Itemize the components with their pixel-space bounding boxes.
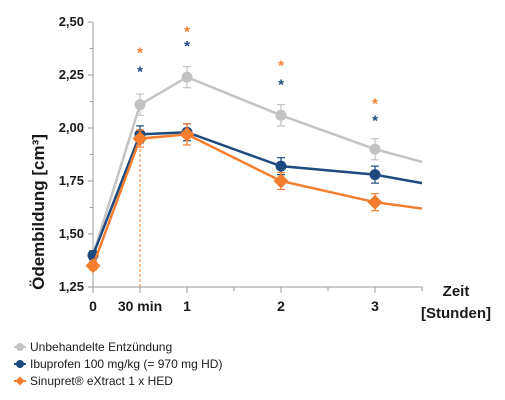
axes: 1,25 1,50 1,75 2,00 2,25 2,50 0 30 min 1 2 3 (59, 14, 423, 314)
legend: Unbehandelte Entzündung Ibuprofen 100 mg… (14, 338, 222, 389)
x-tick-label: 3 (371, 298, 379, 314)
x-tick-label: 2 (277, 298, 285, 314)
data-point (134, 99, 146, 111)
x-tick-label: 0 (89, 298, 97, 314)
y-axis-label: Ödembildung [cm³] (29, 134, 48, 290)
y-tick-label: 2,25 (59, 67, 84, 82)
legend-label: Unbehandelte Entzündung (30, 339, 173, 354)
series-layer (85, 65, 423, 274)
series-line (91, 133, 423, 267)
data-point (369, 169, 381, 181)
legend-marker-icon (14, 359, 26, 369)
significance-star: * (184, 38, 190, 55)
data-point (132, 131, 148, 147)
legend-item: Sinupret® eXtract 1 x HED (14, 372, 222, 389)
significance-star: * (137, 64, 143, 81)
y-tick-label: 2,00 (59, 120, 84, 135)
x-axis-label: Zeit (443, 283, 470, 300)
data-point (369, 143, 381, 155)
data-point (85, 258, 101, 274)
x-tick-label: 30 min (118, 298, 162, 314)
significance-star: * (278, 76, 284, 93)
legend-label: Ibuprofen 100 mg/kg (= 970 mg HD) (30, 356, 223, 371)
significance-star: * (372, 95, 378, 112)
significance-star: * (137, 45, 143, 62)
data-point (179, 126, 195, 142)
legend-marker-icon (14, 375, 26, 386)
series-line (91, 130, 423, 256)
data-point (273, 173, 289, 189)
data-point (367, 194, 383, 210)
legend-marker-icon (14, 342, 26, 352)
series-line (91, 75, 423, 256)
significance-stars: ******** (137, 23, 378, 129)
series-2 (85, 123, 423, 274)
x-tick-label: 1 (183, 298, 191, 314)
y-tick-label: 1,75 (59, 173, 84, 188)
y-tick-label: 2,50 (59, 14, 84, 29)
chart: 1,251,501,752,002,252,500 30 min 1 2 3 *****… (29, 14, 491, 322)
y-tick-label: 1,25 (59, 279, 84, 294)
significance-star: * (278, 57, 284, 74)
legend-item: Unbehandelte Entzündung (14, 338, 222, 355)
y-tick-label: 1,50 (59, 226, 84, 241)
significance-star: * (372, 112, 378, 129)
data-point (275, 109, 287, 121)
x-axis-unit-label: [Stunden] (421, 305, 491, 322)
legend-label: Sinupret® eXtract 1 x HED (30, 373, 173, 388)
legend-item: Ibuprofen 100 mg/kg (= 970 mg HD) (14, 355, 222, 372)
significance-star: * (184, 23, 190, 40)
data-point (181, 71, 193, 83)
data-point (275, 160, 287, 172)
